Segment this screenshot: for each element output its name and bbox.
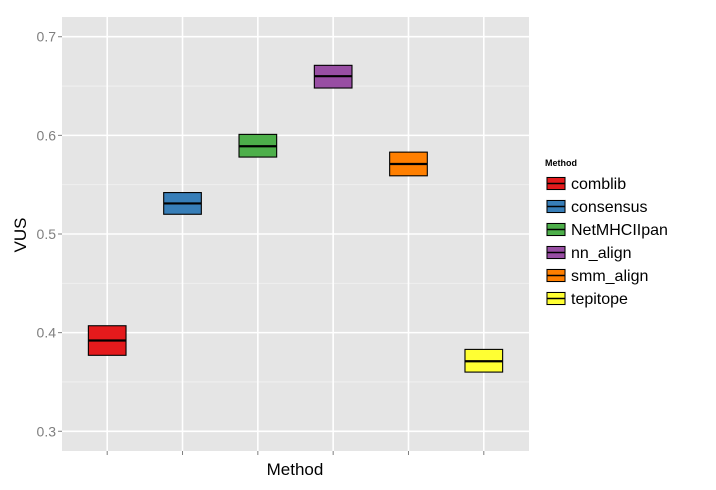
y-axis-title: VUS bbox=[11, 218, 30, 253]
y-tick-label: 0.3 bbox=[37, 423, 57, 439]
legend-label-consensus: consensus bbox=[571, 199, 648, 216]
grid-major bbox=[62, 17, 529, 451]
legend-label-tepitope: tepitope bbox=[571, 291, 628, 308]
y-tick-label: 0.6 bbox=[37, 127, 57, 143]
legend-title: Method bbox=[545, 158, 577, 168]
legend: Method comblib consensus NetMHCIIpan nn_ali… bbox=[545, 158, 668, 308]
x-axis bbox=[106, 451, 485, 455]
y-axis: 0.3 0.4 0.5 0.6 0.7 bbox=[37, 29, 62, 439]
y-tick-label: 0.7 bbox=[37, 29, 57, 45]
legend-label-smm_align: smm_align bbox=[571, 268, 648, 285]
legend-label-NetMHCIIpan: NetMHCIIpan bbox=[571, 222, 668, 239]
y-tick-label: 0.5 bbox=[37, 226, 57, 242]
y-tick-label: 0.4 bbox=[37, 325, 57, 341]
grid-minor bbox=[62, 85, 529, 383]
legend-label-nn_align: nn_align bbox=[571, 245, 632, 262]
boxes bbox=[87, 64, 504, 373]
legend-label-comblib: comblib bbox=[571, 176, 626, 193]
x-axis-title: Method bbox=[267, 460, 324, 479]
